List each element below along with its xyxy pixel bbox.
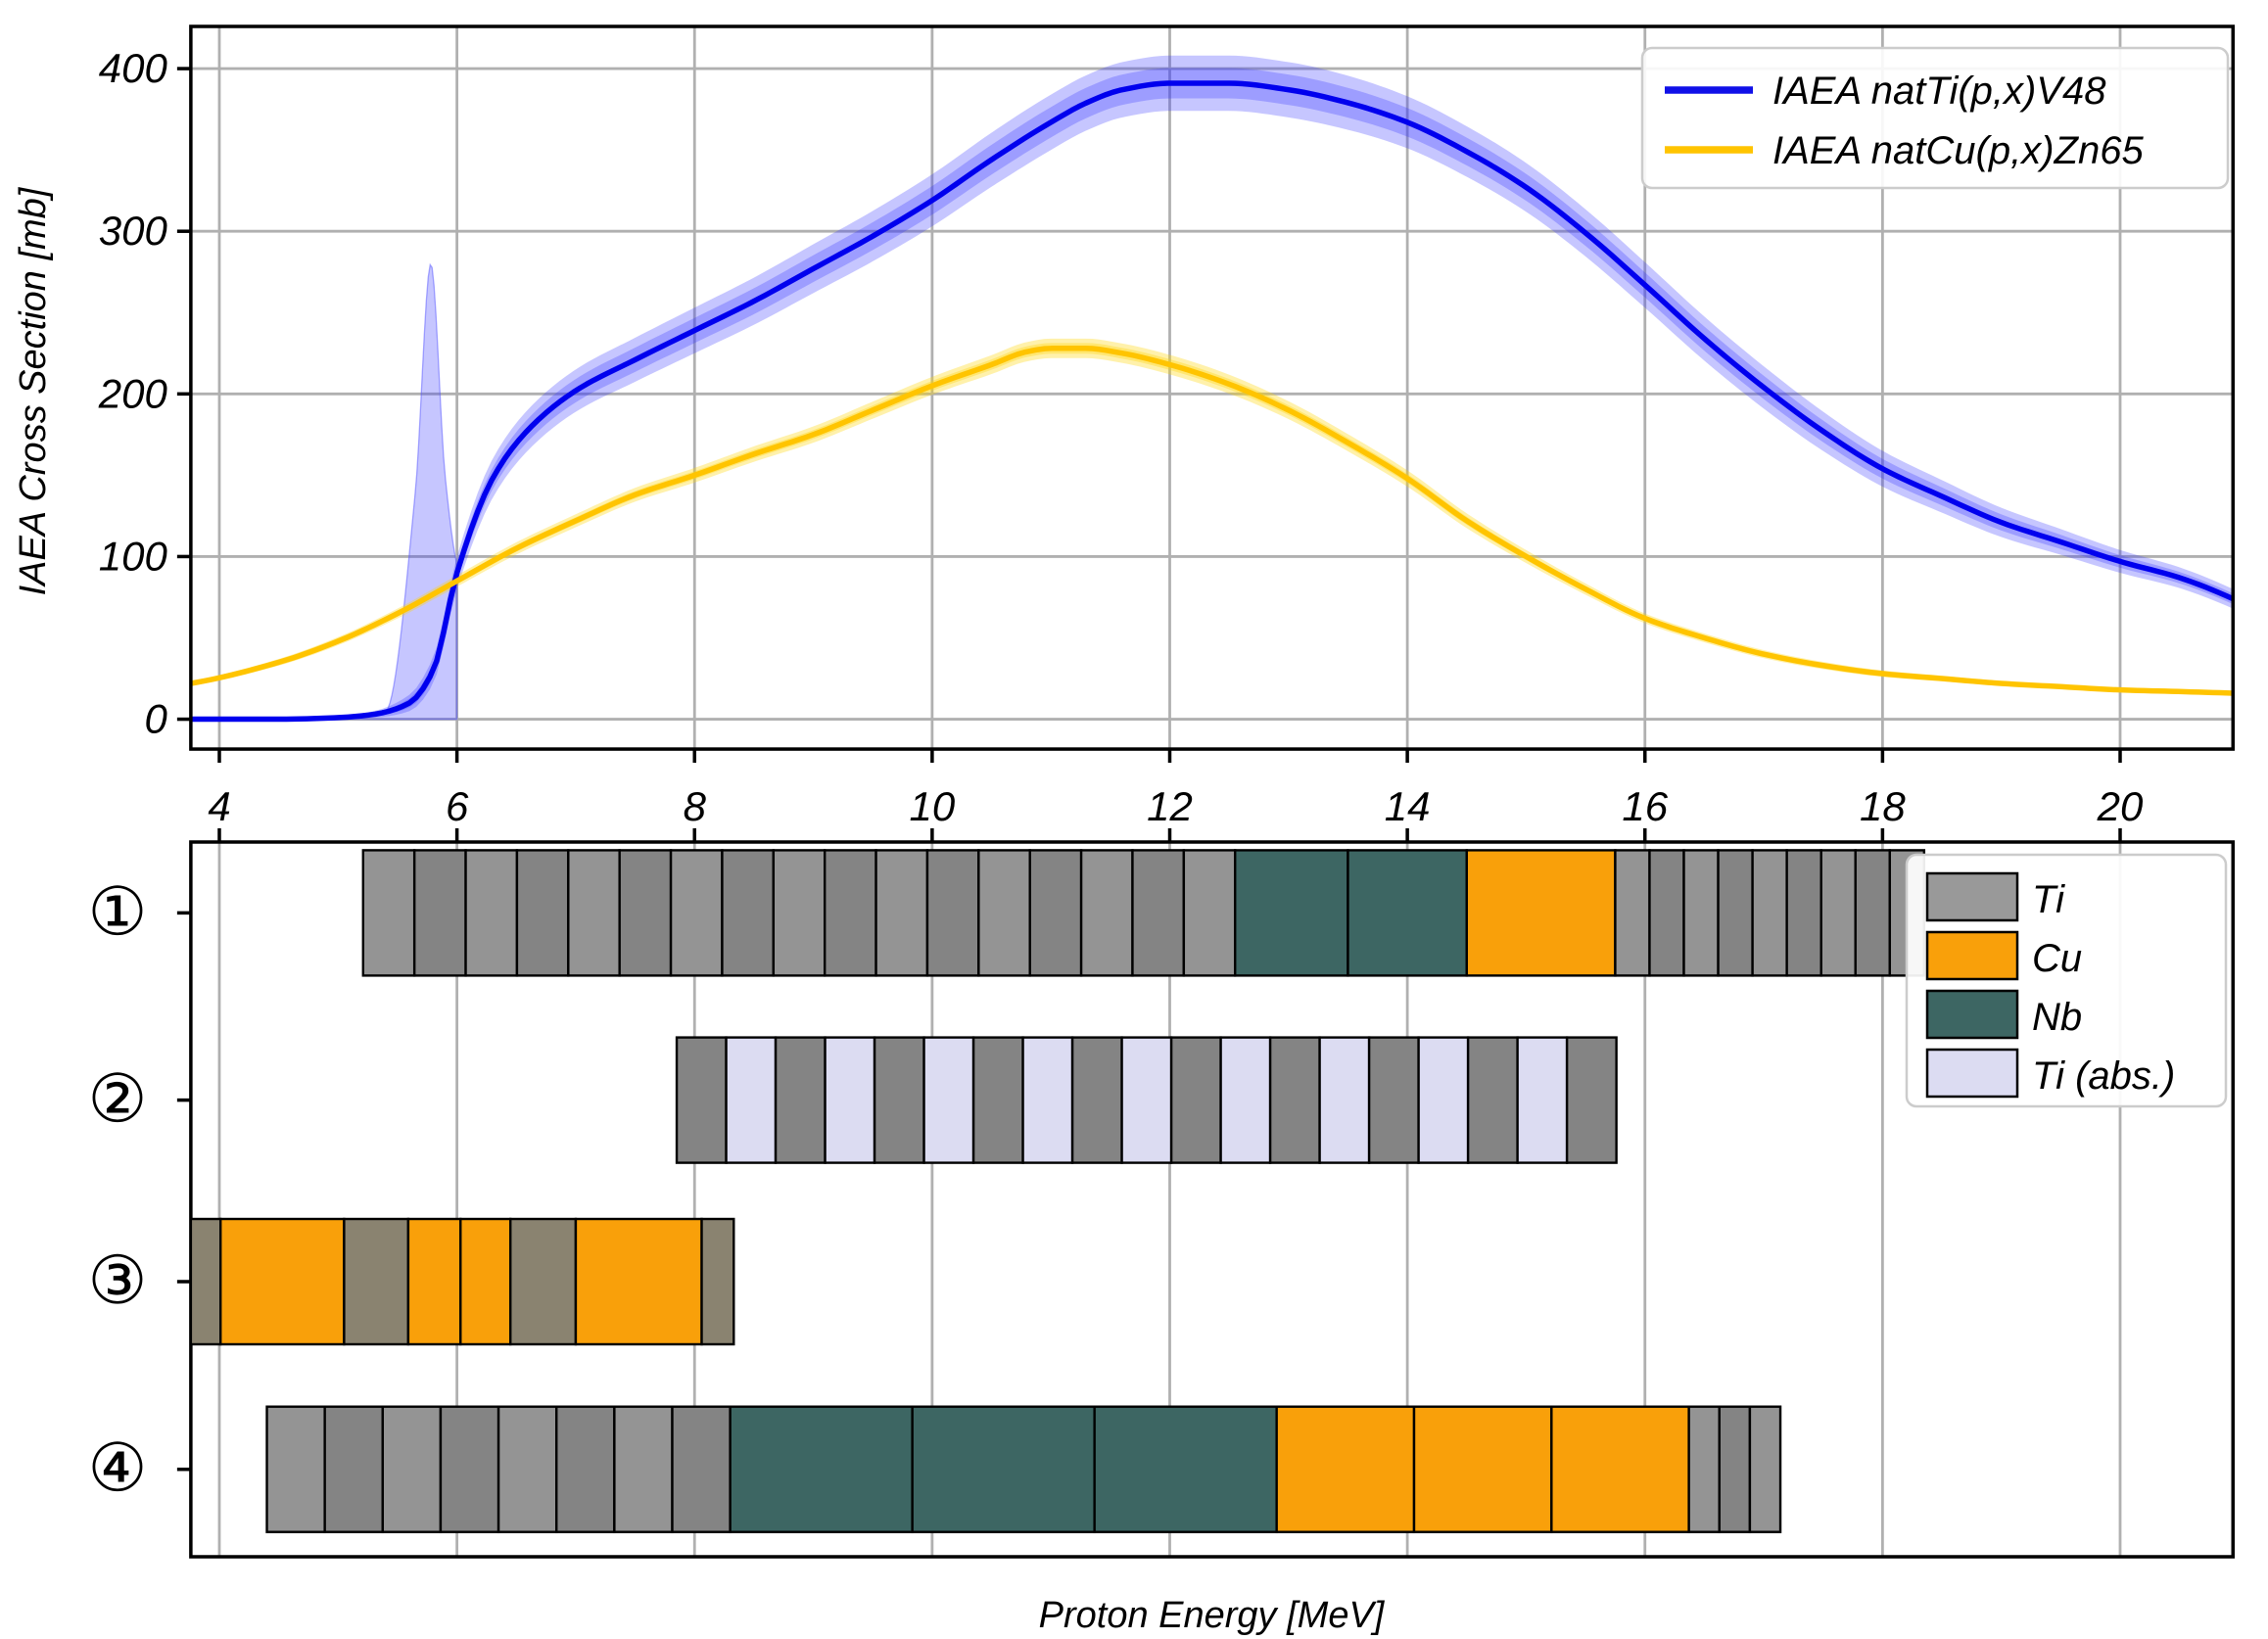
svg-text:IAEA natCu(p,x)Zn65: IAEA natCu(p,x)Zn65 — [1772, 129, 2144, 172]
svg-text:12: 12 — [1147, 783, 1193, 829]
svg-text:100: 100 — [99, 533, 168, 579]
svg-text:①: ① — [88, 874, 148, 949]
svg-text:IAEA natTi(p,x)V48: IAEA natTi(p,x)V48 — [1772, 70, 2106, 113]
svg-text:14: 14 — [1385, 783, 1431, 829]
svg-text:10: 10 — [910, 783, 956, 829]
svg-text:④: ④ — [88, 1431, 148, 1506]
svg-text:20: 20 — [2097, 783, 2144, 829]
svg-text:Ti (abs.): Ti (abs.) — [2032, 1054, 2175, 1098]
svg-text:6: 6 — [446, 783, 469, 829]
svg-text:②: ② — [88, 1062, 148, 1137]
svg-text:Cu: Cu — [2032, 937, 2082, 980]
svg-text:400: 400 — [99, 45, 168, 91]
svg-text:200: 200 — [98, 370, 168, 416]
svg-text:Nb: Nb — [2032, 996, 2082, 1039]
svg-text:18: 18 — [1860, 783, 1906, 829]
svg-text:0: 0 — [145, 696, 168, 742]
svg-text:4: 4 — [208, 783, 230, 829]
svg-text:300: 300 — [99, 208, 168, 254]
svg-text:③: ③ — [88, 1243, 148, 1318]
svg-text:Ti: Ti — [2032, 878, 2065, 921]
svg-text:Proton Energy [MeV]: Proton Energy [MeV] — [1039, 1595, 1386, 1636]
svg-text:16: 16 — [1622, 783, 1668, 829]
svg-text:IAEA Cross Section [mb]: IAEA Cross Section [mb] — [13, 186, 54, 595]
svg-text:8: 8 — [684, 783, 707, 829]
